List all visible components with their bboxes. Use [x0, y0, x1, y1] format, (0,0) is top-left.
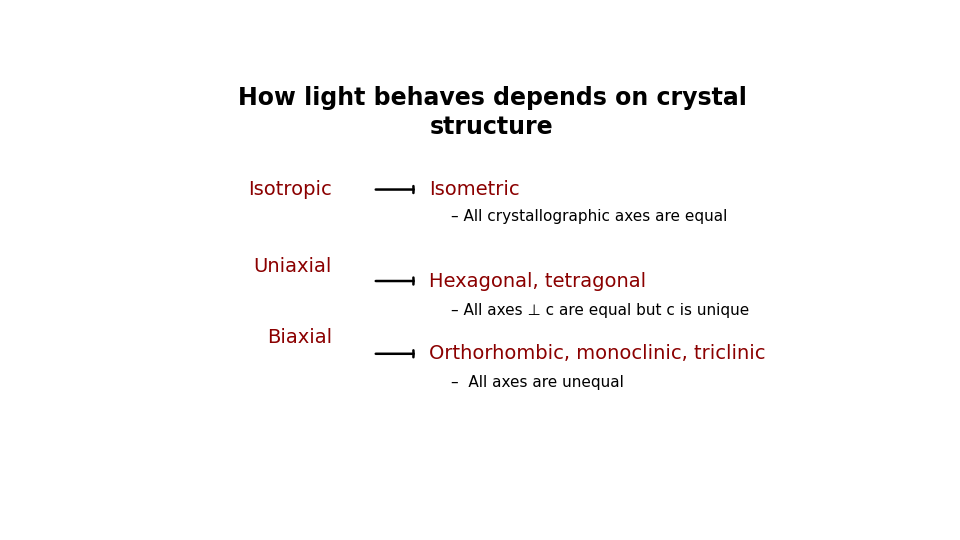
Text: Isotropic: Isotropic [249, 180, 332, 199]
Text: Isometric: Isometric [429, 180, 519, 199]
Text: How light behaves depends on crystal
structure: How light behaves depends on crystal str… [237, 85, 747, 139]
Text: –  All axes are unequal: – All axes are unequal [451, 375, 624, 390]
Text: Uniaxial: Uniaxial [253, 257, 332, 276]
Text: Biaxial: Biaxial [267, 328, 332, 347]
Text: Hexagonal, tetragonal: Hexagonal, tetragonal [429, 272, 646, 291]
Text: – All crystallographic axes are equal: – All crystallographic axes are equal [451, 209, 728, 224]
Text: – All axes ⊥ c are equal but c is unique: – All axes ⊥ c are equal but c is unique [451, 302, 750, 318]
Text: Orthorhombic, monoclinic, triclinic: Orthorhombic, monoclinic, triclinic [429, 345, 765, 363]
